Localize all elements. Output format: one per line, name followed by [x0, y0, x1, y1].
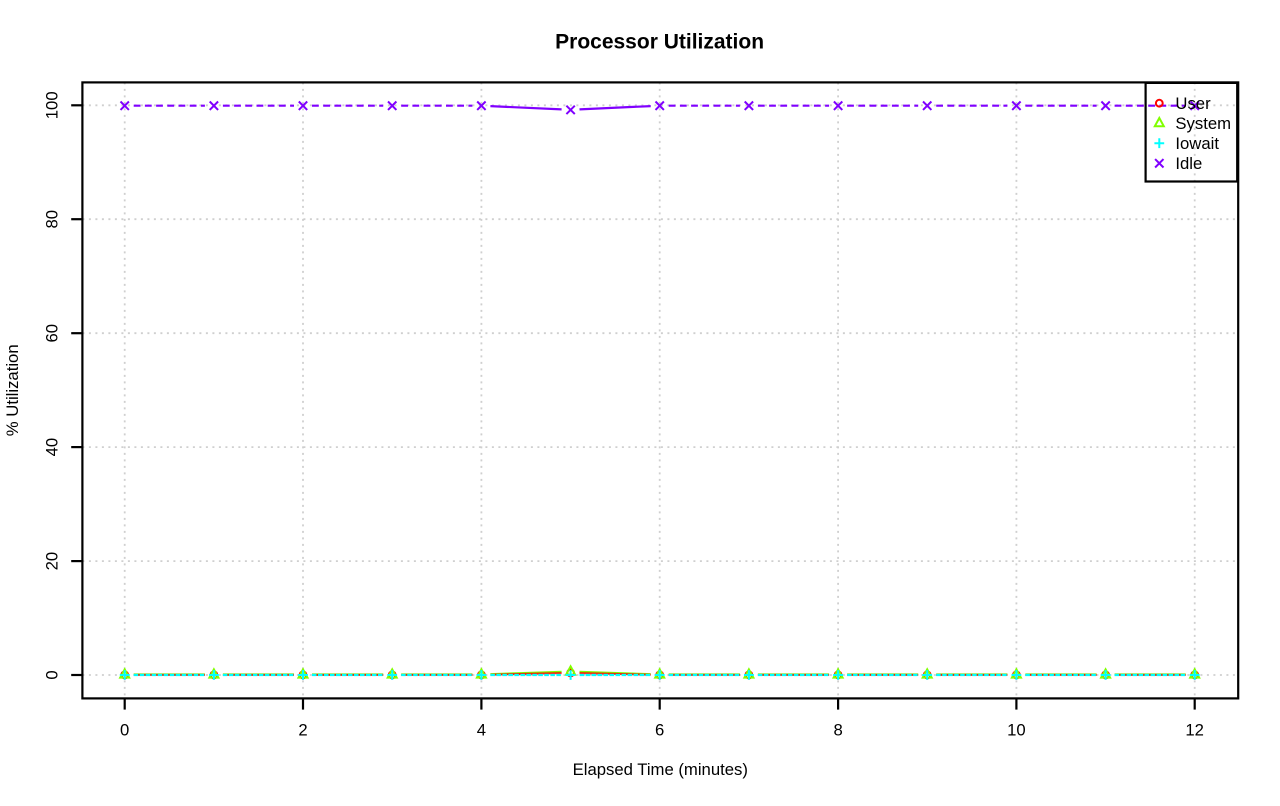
svg-text:% Utilization: % Utilization — [3, 344, 22, 436]
svg-text:0: 0 — [42, 670, 61, 679]
svg-text:10: 10 — [1007, 720, 1026, 739]
svg-text:20: 20 — [42, 552, 61, 571]
svg-text:2: 2 — [298, 720, 307, 739]
svg-text:Elapsed Time (minutes): Elapsed Time (minutes) — [573, 760, 748, 779]
svg-text:100: 100 — [42, 91, 61, 119]
svg-text:Idle: Idle — [1175, 154, 1202, 173]
svg-text:4: 4 — [477, 720, 486, 739]
svg-text:12: 12 — [1185, 720, 1204, 739]
svg-text:System: System — [1175, 114, 1231, 133]
svg-text:6: 6 — [655, 720, 664, 739]
svg-text:Iowait: Iowait — [1175, 134, 1219, 153]
svg-text:40: 40 — [42, 438, 61, 457]
svg-text:8: 8 — [833, 720, 842, 739]
svg-text:60: 60 — [42, 324, 61, 343]
svg-text:0: 0 — [120, 720, 129, 739]
svg-text:80: 80 — [42, 210, 61, 229]
svg-text:Processor Utilization: Processor Utilization — [555, 31, 764, 54]
svg-text:User: User — [1175, 94, 1211, 113]
